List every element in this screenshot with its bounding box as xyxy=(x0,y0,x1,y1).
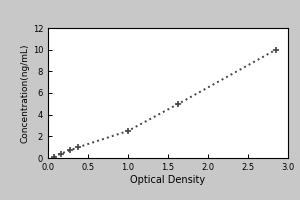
X-axis label: Optical Density: Optical Density xyxy=(130,175,206,185)
Y-axis label: Concentration(ng/mL): Concentration(ng/mL) xyxy=(21,43,30,143)
